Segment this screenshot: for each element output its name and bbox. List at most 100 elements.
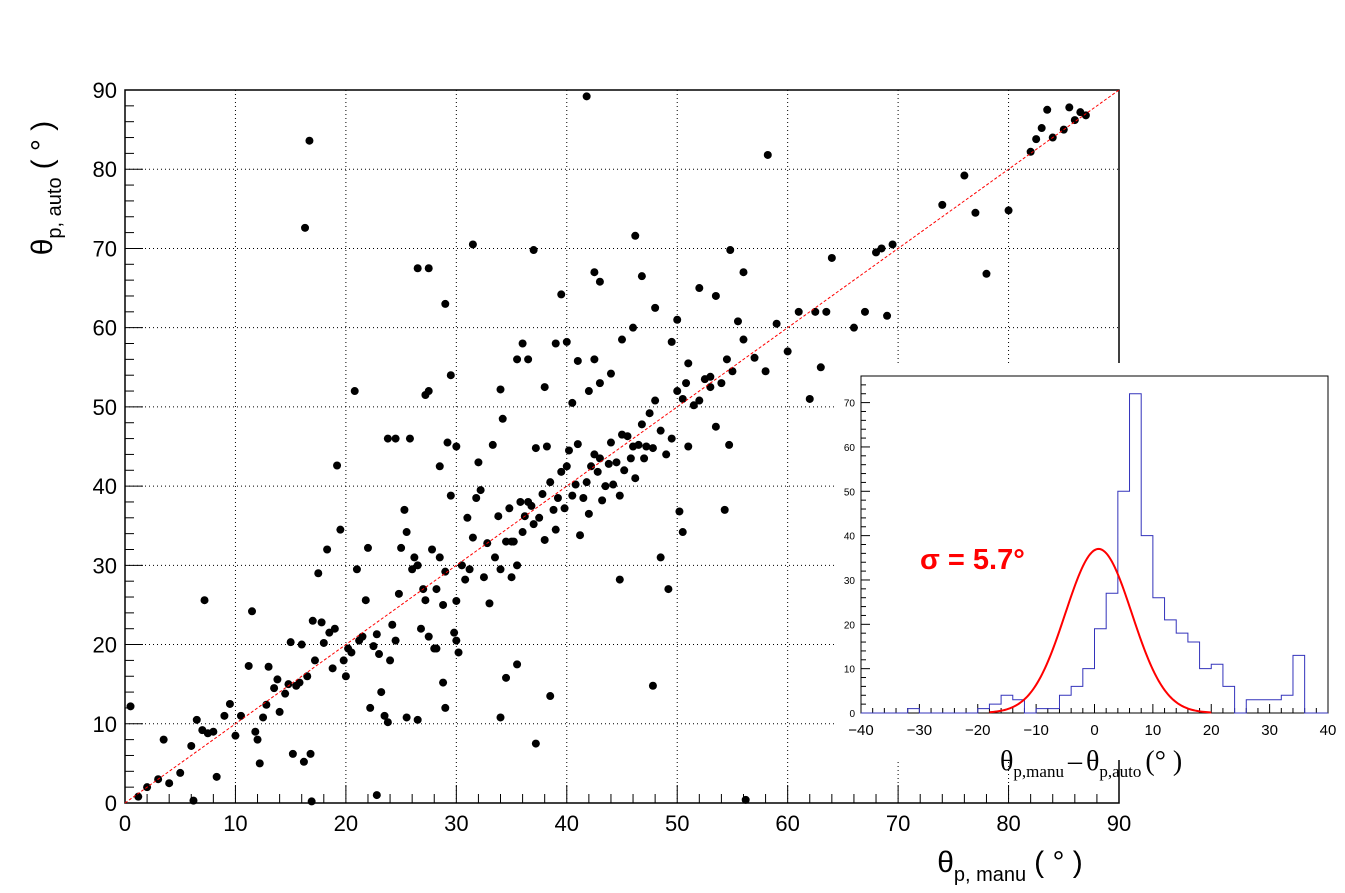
data-point (695, 284, 704, 293)
data-point (341, 672, 350, 681)
data-point (502, 537, 511, 546)
y-tick-label: 80 (93, 157, 117, 182)
inset-x-tick-label: 40 (1320, 722, 1337, 739)
data-point (450, 628, 459, 637)
data-point (606, 369, 615, 378)
data-point (463, 513, 472, 522)
data-point (606, 438, 615, 447)
data-point (187, 741, 196, 750)
data-point (551, 339, 560, 348)
data-point (531, 739, 540, 748)
data-point (805, 394, 814, 403)
data-point (306, 749, 315, 758)
data-point (262, 700, 271, 709)
data-point (518, 528, 527, 537)
x-tick-label: 60 (775, 811, 799, 836)
data-point (620, 466, 629, 475)
data-point (651, 303, 660, 312)
data-point (330, 624, 339, 633)
inset-x-sub-b: p,auto (1099, 762, 1141, 781)
inset-y-tick-label: 50 (844, 487, 856, 498)
data-point (498, 414, 507, 423)
data-point (377, 688, 386, 697)
data-point (684, 442, 693, 451)
data-point (126, 702, 135, 711)
data-point (516, 497, 525, 506)
data-point (308, 616, 317, 625)
data-point (573, 356, 582, 365)
data-point (513, 660, 522, 669)
data-point (402, 528, 411, 537)
data-point (750, 353, 759, 362)
inset-y-tick-label: 0 (849, 709, 855, 720)
data-point (557, 290, 566, 299)
data-point (587, 462, 596, 471)
data-point (728, 367, 737, 376)
data-point (623, 432, 632, 441)
data-point (251, 727, 260, 736)
data-point (236, 711, 245, 720)
y-tick-label: 0 (105, 791, 117, 816)
inset-x-sub-a: p,manu (1013, 762, 1064, 781)
x-axis-subscript: p, manu (954, 864, 1026, 886)
data-point (468, 533, 477, 542)
data-point (579, 493, 588, 502)
data-point (598, 496, 607, 505)
x-axis-title: θp, manu ( ° ) (937, 846, 1083, 886)
data-point (651, 396, 660, 405)
data-point (416, 624, 425, 633)
data-point (273, 675, 282, 684)
data-point (662, 450, 671, 459)
data-point (270, 684, 279, 693)
x-tick-label: 0 (119, 811, 131, 836)
data-point (225, 699, 234, 708)
data-point (540, 383, 549, 392)
data-point (391, 636, 400, 645)
data-point (408, 565, 417, 574)
data-point (363, 543, 372, 552)
data-point (1032, 135, 1041, 144)
inset-histogram: −40 −30 −20 −10 0 10 20 30 40 0 10 20 30 40 50 60 70 σ =… (835, 363, 1336, 781)
data-point (479, 573, 488, 582)
data-point (507, 573, 516, 582)
data-point (678, 528, 687, 537)
data-point (568, 398, 577, 407)
y-axis-symbol: θ (26, 239, 59, 256)
data-point (323, 545, 332, 554)
data-point (176, 768, 185, 777)
data-point (553, 493, 562, 502)
data-point (678, 394, 687, 403)
x-tick-label: 40 (555, 811, 579, 836)
data-point (347, 648, 356, 657)
data-point (358, 632, 367, 641)
data-point (883, 311, 892, 320)
data-point (295, 678, 304, 687)
data-point (305, 136, 314, 145)
axis-ticks (124, 89, 1120, 804)
data-point (763, 150, 772, 159)
data-point (452, 636, 461, 645)
data-point (673, 387, 682, 396)
data-point (590, 355, 599, 364)
data-point (582, 478, 591, 487)
data-point (424, 264, 433, 273)
data-point (640, 454, 649, 463)
data-point (562, 462, 571, 471)
inset-y-tick-label: 10 (844, 665, 856, 676)
data-point (549, 505, 558, 514)
data-point (413, 715, 422, 724)
data-point (794, 307, 803, 316)
data-point (394, 589, 403, 598)
inset-x-tick-label: −30 (907, 722, 932, 739)
data-point (626, 454, 635, 463)
x-tick-label: 20 (334, 811, 358, 836)
data-point (336, 525, 345, 534)
data-point (816, 363, 825, 372)
data-point (564, 446, 573, 455)
data-point (424, 632, 433, 641)
data-point (615, 575, 624, 584)
inset-y-tick-label: 70 (844, 399, 856, 410)
data-point (299, 757, 308, 766)
data-point (872, 248, 881, 257)
data-point (383, 718, 392, 727)
